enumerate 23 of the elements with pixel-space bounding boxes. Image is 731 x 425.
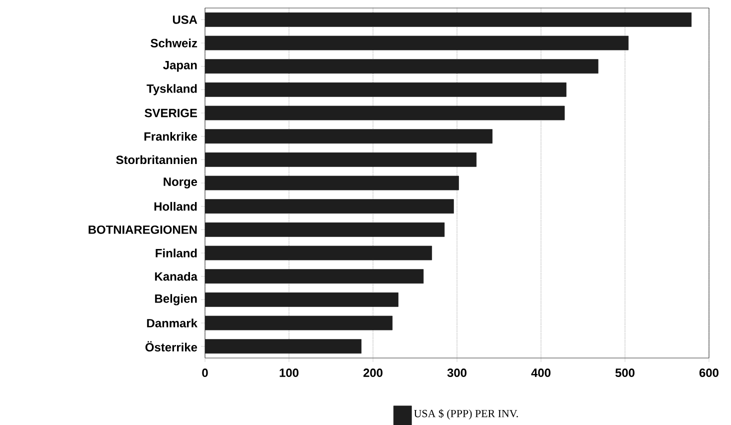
y-tick-label: Tyskland	[146, 84, 197, 96]
text: USA $ (PPP) PER INV.	[414, 409, 518, 420]
y-tick-label: SVERIGE	[144, 108, 198, 118]
y-tick-label: Kanada	[155, 272, 198, 281]
y-tick-label: Japan	[163, 60, 197, 72]
y-tick-label: Frankrike	[144, 132, 198, 141]
x-tick-label: 100	[280, 368, 298, 377]
y-tick-label: Schweiz	[150, 38, 198, 48]
x-tick-label: 400	[531, 368, 550, 377]
y-tick-label: Österrike	[145, 341, 198, 352]
y-tick-label: Danmark	[147, 318, 198, 328]
x-tick-label: 0	[202, 368, 208, 377]
y-tick-label: Holland	[154, 202, 197, 211]
y-tick-label: Norge	[164, 178, 198, 188]
y-tick-label: Belgien	[155, 294, 197, 306]
y-tick-label: Storbritannien	[116, 155, 197, 164]
y-tick-label: Finland	[156, 248, 197, 258]
x-tick-label: 300	[447, 368, 466, 378]
x-tick-label: 200	[363, 368, 382, 377]
y-tick-label: USA	[172, 15, 198, 24]
x-tick-label: 500	[615, 368, 634, 377]
y-tick-label: BOTNIAREGIONEN	[88, 225, 197, 234]
x-tick-label: 600	[699, 368, 718, 377]
